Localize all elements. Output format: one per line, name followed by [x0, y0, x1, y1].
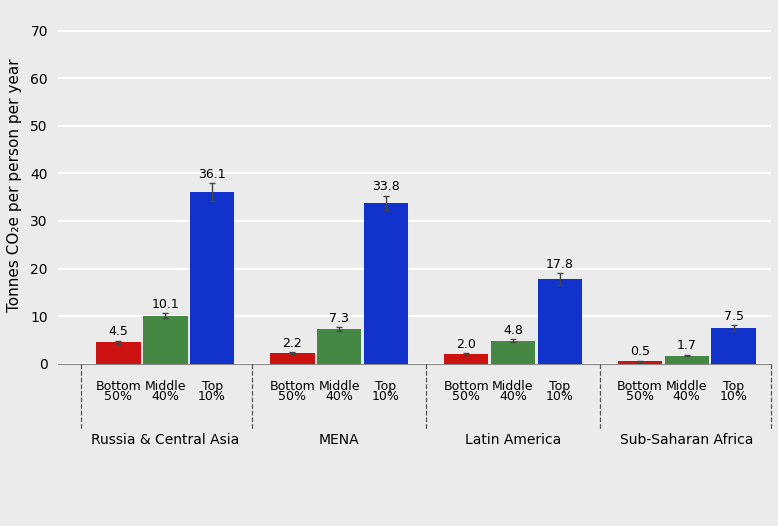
Text: 7.3: 7.3 [329, 311, 349, 325]
Text: Top: Top [723, 380, 745, 393]
Bar [711, 328, 756, 363]
Text: Bottom: Bottom [269, 380, 315, 393]
Text: 10%: 10% [546, 390, 573, 403]
Text: Middle: Middle [492, 380, 534, 393]
Text: 10.1: 10.1 [152, 298, 179, 311]
Text: 1.7: 1.7 [677, 339, 697, 352]
Text: 40%: 40% [499, 390, 527, 403]
Text: Bottom: Bottom [443, 380, 489, 393]
Text: 50%: 50% [626, 390, 654, 403]
Bar [143, 316, 187, 363]
Text: Bottom: Bottom [96, 380, 142, 393]
Text: 10%: 10% [372, 390, 400, 403]
Text: 4.5: 4.5 [109, 325, 128, 338]
Text: Sub-Saharan Africa: Sub-Saharan Africa [620, 432, 754, 447]
Text: 2.0: 2.0 [456, 338, 476, 351]
Bar [270, 353, 314, 363]
Text: Bottom: Bottom [617, 380, 663, 393]
Text: 36.1: 36.1 [198, 168, 226, 181]
Text: Middle: Middle [318, 380, 360, 393]
Bar [96, 342, 141, 363]
Bar [538, 279, 582, 363]
Text: 40%: 40% [673, 390, 701, 403]
Text: Middle: Middle [145, 380, 186, 393]
Text: Top: Top [202, 380, 223, 393]
Text: 50%: 50% [452, 390, 480, 403]
Y-axis label: Tonnes CO₂e per person per year: Tonnes CO₂e per person per year [7, 58, 22, 312]
Bar [491, 341, 535, 363]
Text: Top: Top [375, 380, 397, 393]
Text: 40%: 40% [325, 390, 353, 403]
Bar [363, 203, 408, 363]
Text: 10%: 10% [720, 390, 748, 403]
Text: 7.5: 7.5 [724, 310, 744, 323]
Text: 50%: 50% [104, 390, 132, 403]
Bar [664, 356, 709, 363]
Bar [317, 329, 361, 363]
Text: 40%: 40% [152, 390, 179, 403]
Bar [618, 361, 662, 363]
Text: 50%: 50% [279, 390, 307, 403]
Text: MENA: MENA [319, 432, 359, 447]
Bar [444, 354, 489, 363]
Bar [190, 192, 234, 363]
Text: 10%: 10% [198, 390, 226, 403]
Text: Middle: Middle [666, 380, 707, 393]
Text: Russia & Central Asia: Russia & Central Asia [91, 432, 240, 447]
Text: Top: Top [549, 380, 570, 393]
Text: 33.8: 33.8 [372, 180, 400, 194]
Text: 4.8: 4.8 [503, 324, 523, 337]
Text: Latin America: Latin America [464, 432, 561, 447]
Text: 2.2: 2.2 [282, 337, 302, 350]
Text: 17.8: 17.8 [546, 258, 573, 271]
Text: 0.5: 0.5 [630, 346, 650, 358]
